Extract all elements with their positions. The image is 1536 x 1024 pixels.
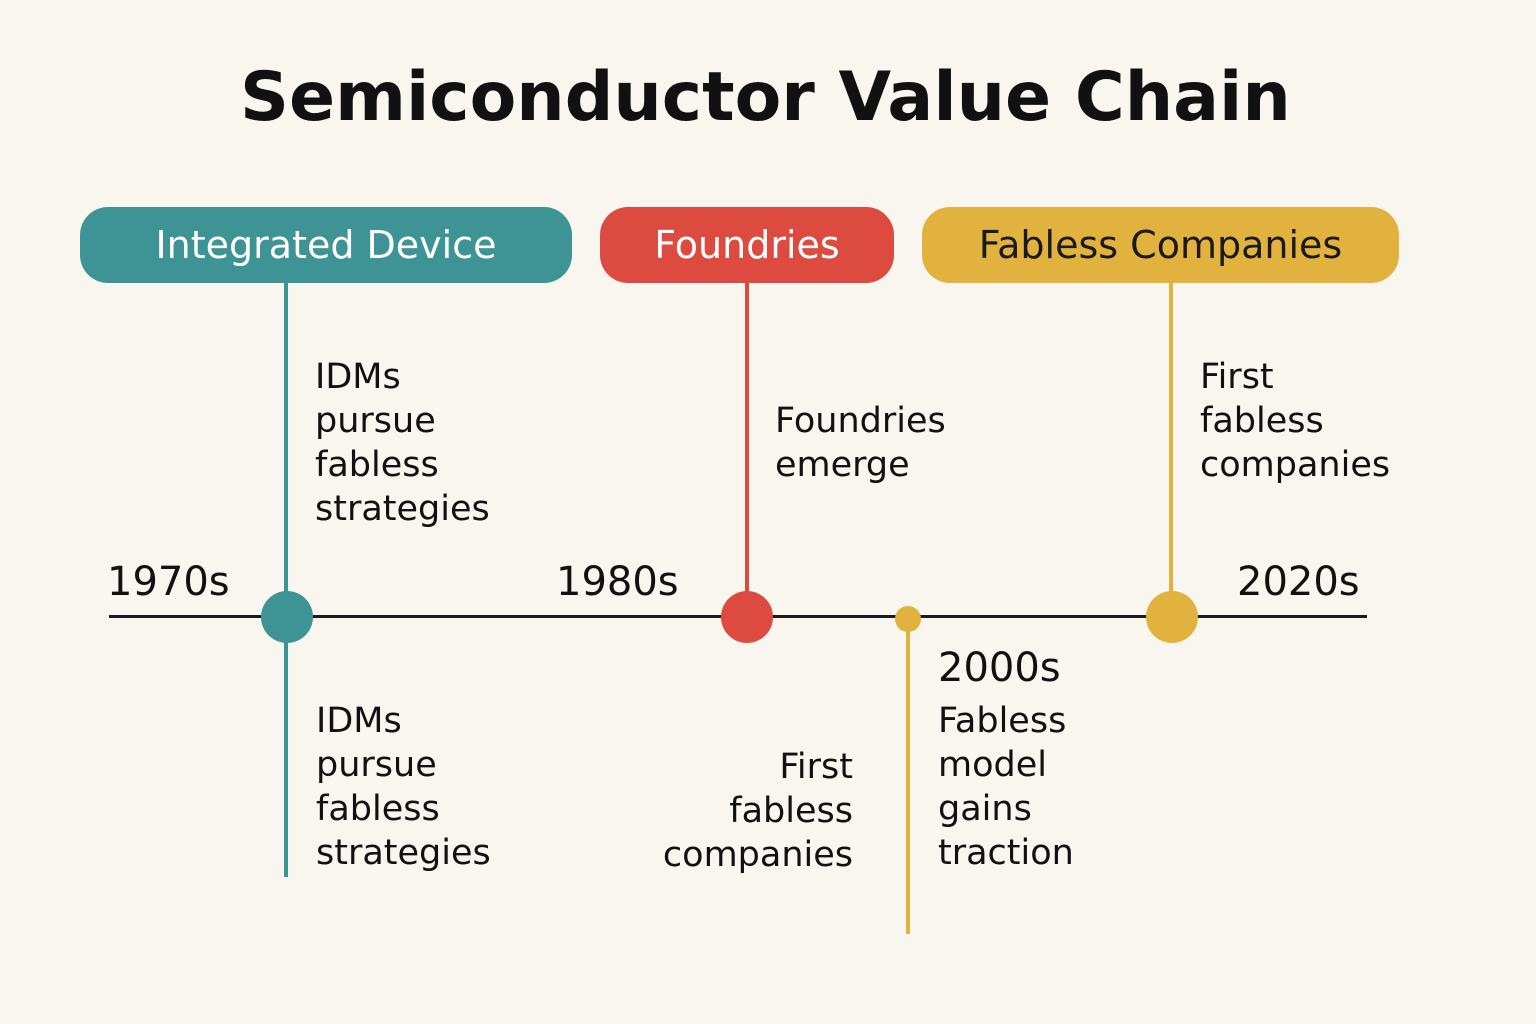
fabless-companies-marker — [1146, 591, 1198, 643]
event-line: strategies — [315, 489, 490, 529]
event-idm-lower: IDMs pursue fabless strategies — [316, 699, 491, 875]
event-first-fabless-upper: First fabless companies — [1200, 355, 1390, 487]
fabless-traction-marker — [895, 606, 921, 632]
event-line: pursue — [315, 401, 436, 441]
year-2000s: 2000s — [938, 645, 1061, 691]
foundries-connector — [745, 283, 749, 617]
year-1970s: 1970s — [107, 559, 230, 605]
event-line: gains — [938, 789, 1032, 829]
category-foundries: Foundries — [600, 207, 894, 283]
diagram-title: Semiconductor Value Chain — [240, 58, 1291, 137]
event-line: pursue — [316, 745, 437, 785]
event-line: fabless — [315, 445, 439, 485]
event-line: emerge — [775, 445, 910, 485]
event-line: fabless — [729, 791, 853, 831]
event-line: IDMs — [316, 701, 402, 741]
integrated-device-connector — [284, 283, 288, 877]
year-2020s: 2020s — [1237, 559, 1360, 605]
event-fabless-traction: Fabless model gains traction — [938, 699, 1074, 875]
event-line: strategies — [316, 833, 491, 873]
event-line: Fabless — [938, 701, 1067, 741]
event-foundries-emerge: Foundries emerge — [775, 399, 946, 487]
event-line: IDMs — [315, 357, 401, 397]
event-line: fabless — [316, 789, 440, 829]
event-first-fabless-lower: First fabless companies — [640, 745, 853, 877]
event-line: companies — [662, 835, 853, 875]
fabless-companies-connector — [1169, 283, 1173, 617]
integrated-device-marker — [261, 591, 313, 643]
foundries-marker — [721, 591, 773, 643]
event-line: traction — [938, 833, 1074, 873]
event-idm-upper: IDMs pursue fabless strategies — [315, 355, 490, 531]
category-integrated-device: Integrated Device — [80, 207, 572, 283]
event-line: Foundries — [775, 401, 946, 441]
fabless-traction-connector — [906, 619, 910, 934]
event-line: model — [938, 745, 1047, 785]
event-line: companies — [1200, 445, 1391, 485]
category-fabless-companies: Fabless Companies — [922, 207, 1399, 283]
event-line: fabless — [1200, 401, 1324, 441]
year-1980s: 1980s — [556, 559, 679, 605]
event-line: First — [779, 747, 853, 787]
event-line: First — [1200, 357, 1274, 397]
